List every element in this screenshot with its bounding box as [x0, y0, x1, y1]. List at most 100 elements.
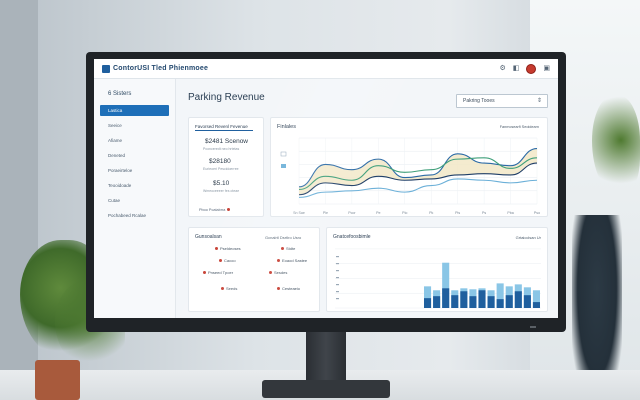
series-line — [298, 162, 538, 196]
location-pin[interactable]: Pseldeoses — [215, 246, 241, 251]
y-tick-mark — [336, 277, 339, 279]
line-chart: Sn Sae Ple Pcor Pe Plo Pk Pis Ps Pba Pso — [280, 137, 540, 215]
bar — [442, 288, 450, 308]
line-chart-title: Finlales — [277, 124, 296, 130]
bar — [487, 296, 495, 308]
sidebar-item[interactable]: Afiame — [108, 138, 123, 143]
locations-card: Gunsoalsan Gcnalrtl Dsrtlro Usro Pseldeo… — [188, 227, 320, 312]
y-tick-mark — [336, 284, 339, 286]
bar — [433, 296, 441, 308]
location-pin[interactable]: Cesteaeio — [277, 286, 300, 291]
sidebar-item[interactable]: Cutae — [108, 198, 121, 203]
line-chart-legend: Fanmcsearfi Seoidearn — [499, 125, 539, 129]
location-label: Pnseed Tpoer — [208, 270, 234, 275]
bar — [451, 295, 459, 308]
sidebar-item[interactable]: Seeice — [108, 123, 122, 128]
kpi-value: $28180 — [209, 158, 231, 165]
kpi-underline — [195, 130, 253, 131]
blurred-person — [572, 215, 622, 400]
series-line — [298, 148, 538, 188]
power-indicator — [530, 326, 536, 328]
x-tick-label: Ple — [323, 211, 328, 215]
location-label: Cacoo — [224, 258, 236, 263]
locations-card-title: Gunsoalsan — [195, 234, 222, 240]
bar — [423, 286, 432, 308]
page-title: Parking Revenue — [188, 92, 265, 103]
y-tick-mark — [336, 256, 339, 258]
location-label: Sesdes — [274, 270, 288, 275]
x-tick-label: Pcor — [348, 211, 356, 215]
x-tick-label: Ps — [482, 211, 486, 215]
bar — [496, 283, 504, 308]
location-pin[interactable]: Seeds — [221, 286, 237, 291]
bar — [523, 295, 531, 308]
series-line — [298, 157, 538, 191]
line-chart-card: Finlales Fanmcsearfi Seoidearn Sn Sae Ple… — [270, 117, 548, 217]
bar — [496, 299, 504, 308]
location-pin[interactable]: Stdte — [281, 246, 295, 251]
location-pin[interactable]: Cacoo — [219, 258, 236, 263]
location-label: Seeds — [226, 286, 238, 291]
bar — [505, 295, 513, 308]
x-tick-label: Pis — [455, 211, 460, 215]
wall-pillar — [0, 0, 38, 400]
bar — [423, 298, 432, 308]
location-label: Pseldeoses — [220, 246, 241, 251]
location-pin[interactable]: Eoaod Sastee — [277, 258, 307, 263]
y-tick-mark — [336, 263, 339, 265]
avatar[interactable] — [526, 63, 537, 74]
monitor-stand-neck — [306, 330, 346, 385]
legend-marker-icon — [280, 151, 287, 157]
kpi-value: $2481 Scenow — [205, 138, 249, 145]
menu-icon[interactable]: ▣ — [543, 65, 550, 72]
location-pin[interactable]: Sesdes — [269, 270, 287, 275]
dropdown-value: Pakring Tooes — [463, 98, 495, 104]
series-line — [298, 178, 538, 198]
sidebar-item[interactable]: Deneted — [108, 153, 126, 158]
app-title: ContorUSI Tled Phienmoee — [113, 65, 209, 72]
bar — [532, 302, 541, 308]
sidebar-item[interactable]: Lastica — [100, 105, 169, 116]
bar — [469, 296, 477, 308]
x-tick-label: Pe — [376, 211, 380, 215]
sidebar-item[interactable]: Poraeirteloe — [108, 168, 133, 173]
notification-icon[interactable]: ◧ — [512, 65, 520, 72]
bar — [442, 262, 450, 308]
x-tick-label: Pso — [534, 211, 540, 215]
y-tick-mark — [336, 270, 339, 272]
legend-marker-icon — [281, 164, 286, 168]
filter-dropdown[interactable]: Pakring Tooes ⇕ — [456, 94, 548, 108]
kpi-value: $5.10 — [213, 180, 230, 187]
bar-chart-legend: Grtaicclsan Ur — [515, 235, 541, 240]
revenue-kpi-card: Favorsed Revenl Fevenue $2481 Scenow Pco… — [188, 117, 264, 217]
alert-dot-icon — [227, 208, 231, 211]
sidebar-heading: 6 Sisters — [108, 91, 132, 97]
kpi-footer: Pboo Pcatabrra — [199, 208, 231, 212]
x-tick-label: Plo — [402, 211, 407, 215]
x-tick-label: Sn Sae — [293, 211, 305, 215]
location-label: Cesteaeio — [282, 286, 301, 291]
locations-subheader: Gcnalrtl Dsrtlro Usro — [265, 235, 302, 240]
bar-chart-title: Gnatcefoosbimle — [333, 234, 371, 240]
bar — [514, 291, 522, 308]
location-pin[interactable]: Pnseed Tpoer — [203, 270, 233, 275]
chevron-updown-icon: ⇕ — [536, 98, 542, 104]
bar — [478, 290, 486, 308]
plant-right — [592, 95, 640, 195]
bar — [460, 291, 468, 308]
app-titlebar: ContorUSI Tled Phienmoee ⚙ ◧ ▣ — [94, 59, 558, 79]
kpi-sub: Wmeoceeeer fes oteae — [203, 189, 240, 193]
settings-icon[interactable]: ⚙ — [499, 65, 506, 72]
location-label: Eoaod Sastee — [282, 258, 308, 263]
location-label: Stdte — [286, 246, 296, 251]
sidebar-item[interactable]: Pochabeed Rcalae — [108, 213, 147, 218]
monitor-stand-base — [262, 380, 390, 398]
area-fill — [299, 148, 537, 195]
kpi-sub: Eurieoeri Pescidoerree — [203, 167, 239, 171]
kpi-footer-label: Pboo Pcatabrra — [199, 208, 226, 212]
kpi-sub: Pconceredt neo hrtetas — [203, 147, 240, 151]
sidebar-item[interactable]: Teooidoade — [108, 183, 132, 188]
y-tick-mark — [336, 291, 339, 293]
monitor: ContorUSI Tled Phienmoee ⚙ ◧ ▣ 6 Sisters… — [86, 52, 566, 332]
bar — [532, 290, 541, 308]
